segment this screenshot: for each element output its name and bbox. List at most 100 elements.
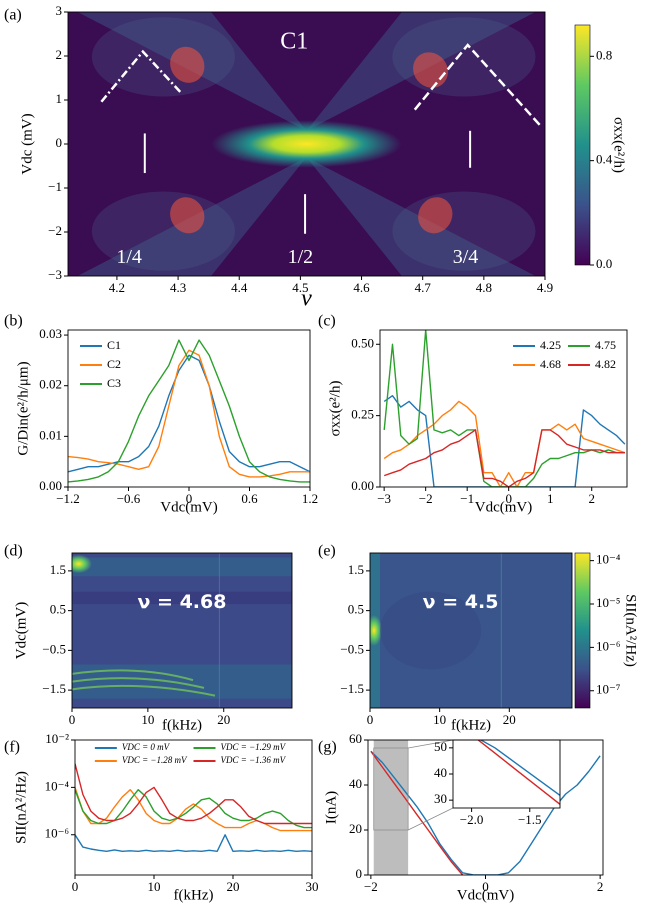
y-tick-label: 0.01 bbox=[39, 427, 62, 442]
x-tick-label: 0 bbox=[69, 712, 76, 727]
colorbar bbox=[574, 24, 591, 266]
plot-frame bbox=[71, 552, 293, 709]
y-tick-label: 10⁻⁴ bbox=[45, 778, 70, 793]
y-tick-label: 30 bbox=[434, 791, 447, 806]
annotation: ν = 4.68 bbox=[138, 591, 227, 613]
annotation: 3/4 bbox=[453, 246, 479, 268]
x-tick-label: −2 bbox=[419, 491, 433, 506]
x-tick-label: 2 bbox=[597, 879, 604, 894]
x-tick-label: −2 bbox=[364, 879, 378, 894]
x-tick-label: 2 bbox=[588, 491, 595, 506]
x-axis-label: f(kHz) bbox=[451, 717, 491, 733]
heatmap-peak bbox=[370, 615, 383, 646]
heatmap-peak bbox=[72, 554, 92, 574]
y-tick-label: −0.5 bbox=[42, 641, 66, 656]
colorbar-tick-label: 10⁻⁴ bbox=[596, 552, 621, 567]
y-tick-label: 50 bbox=[434, 739, 447, 754]
heatmap-texture bbox=[72, 677, 205, 689]
y-tick-label: −2 bbox=[48, 223, 62, 238]
panel: C1 C2 C3 −1.2 −0.6 0 0.6 1.2 0.00 0.01 0.02 0.03 Vdc… bbox=[4, 313, 318, 516]
x-tick-label: 0 bbox=[72, 879, 79, 894]
series-line bbox=[383, 330, 625, 487]
x-tick-label: 0 bbox=[482, 879, 489, 894]
series-line bbox=[383, 429, 625, 487]
inset-series bbox=[477, 740, 560, 806]
x-tick-label: 1 bbox=[547, 491, 554, 506]
highlight-patch bbox=[418, 197, 453, 234]
x-tick-label: 4.3 bbox=[170, 280, 186, 295]
y-tick-label: 0 bbox=[356, 866, 363, 881]
legend-label: VDC = 0 mV bbox=[122, 742, 171, 752]
annotation: C1 bbox=[280, 28, 308, 54]
panel: C1 1/4 1/2 3/4 0.0 0.4 0.8 σxx(e²/h) 4.2 4.3 4.4 4.… bbox=[4, 3, 627, 312]
x-tick-label: 4.7 bbox=[415, 280, 432, 295]
heatmap-texture bbox=[72, 684, 216, 697]
y-axis-label: G/Din(e²/h/μm) bbox=[15, 361, 31, 455]
colorbar bbox=[574, 552, 591, 709]
legend-label: C3 bbox=[107, 376, 121, 390]
colorbar-tick-label: 10⁻⁶ bbox=[596, 638, 620, 653]
y-tick-label: 1 bbox=[56, 91, 63, 106]
x-axis-label: Vdc(mV) bbox=[457, 887, 514, 903]
x-tick-label: 4.8 bbox=[476, 280, 492, 295]
x-tick-label: −3 bbox=[377, 491, 391, 506]
series-line bbox=[370, 750, 464, 875]
panel-label: (f) bbox=[4, 739, 20, 756]
x-tick-label: 0 bbox=[186, 491, 193, 506]
x-axis-label: f(kHz) bbox=[162, 717, 202, 733]
x-tick-label: −1.2 bbox=[56, 491, 80, 506]
annotation: 1/4 bbox=[116, 246, 142, 268]
x-tick-label: 4.5 bbox=[292, 280, 308, 295]
colorbar-tick-label: 10⁻⁵ bbox=[596, 595, 620, 610]
y-tick-label: 40 bbox=[349, 776, 362, 791]
heatmap-texture bbox=[72, 591, 292, 605]
y-tick-label: −0.5 bbox=[340, 641, 364, 656]
inset-line bbox=[477, 740, 560, 806]
heatmap-texture bbox=[77, 12, 307, 131]
y-tick-label: 0.03 bbox=[39, 326, 62, 341]
y-tick-label: 60 bbox=[349, 731, 362, 746]
series-line bbox=[75, 789, 312, 829]
guide-line bbox=[100, 49, 183, 103]
series-line bbox=[383, 400, 626, 487]
zoom-connector bbox=[407, 807, 454, 831]
y-tick-label: 1.5 bbox=[50, 562, 66, 577]
colorbar-label: σxx(e²/h) bbox=[611, 117, 627, 173]
panel-label: (d) bbox=[4, 543, 23, 560]
y-tick-label: 2 bbox=[56, 47, 63, 62]
y-axis-label: Vdc(mV) bbox=[13, 602, 29, 659]
series-line bbox=[68, 354, 310, 473]
y-tick-label: 0.00 bbox=[351, 478, 374, 493]
panel-label: (g) bbox=[318, 739, 337, 756]
x-tick-label: −1.5 bbox=[518, 812, 542, 827]
plot-frame bbox=[369, 552, 573, 709]
x-tick-label: −1 bbox=[460, 491, 474, 506]
annotation: 1/2 bbox=[288, 246, 314, 268]
x-tick-label: 20 bbox=[227, 879, 240, 894]
y-axis-label: SII(nA²/Hz) bbox=[13, 771, 29, 844]
y-tick-label: −1 bbox=[48, 179, 62, 194]
y-tick-label: −1.5 bbox=[340, 681, 364, 696]
heatmap bbox=[72, 553, 292, 708]
legend-label: C2 bbox=[107, 357, 121, 371]
panel-label: (a) bbox=[4, 7, 22, 24]
heatmap-texture bbox=[72, 557, 292, 577]
x-axis-label: ν bbox=[301, 286, 312, 312]
panel: ν = 4.68 0 10 20 −1.5 −0.5 0.5 1.5 f(kHz) Vdc(mV)… bbox=[4, 543, 293, 733]
y-tick-label: 0.00 bbox=[39, 478, 62, 493]
x-tick-label: 4.9 bbox=[537, 280, 553, 295]
panel: VDC = 0 mV VDC = −1.28 mV VDC = −1.29 mV VD… bbox=[4, 731, 319, 903]
y-tick-label: 10⁻² bbox=[45, 731, 69, 746]
series-group bbox=[68, 339, 310, 483]
x-tick-label: 10 bbox=[141, 712, 154, 727]
x-tick-label: 0 bbox=[367, 712, 374, 727]
series-line bbox=[75, 787, 312, 832]
series-group bbox=[370, 750, 601, 875]
highlight-patch bbox=[170, 197, 205, 234]
heatmap bbox=[370, 553, 572, 708]
legend-label: C1 bbox=[107, 338, 121, 352]
heatmap-texture bbox=[72, 664, 292, 699]
series-line bbox=[75, 834, 312, 852]
y-tick-label: 10⁻⁶ bbox=[45, 826, 69, 841]
